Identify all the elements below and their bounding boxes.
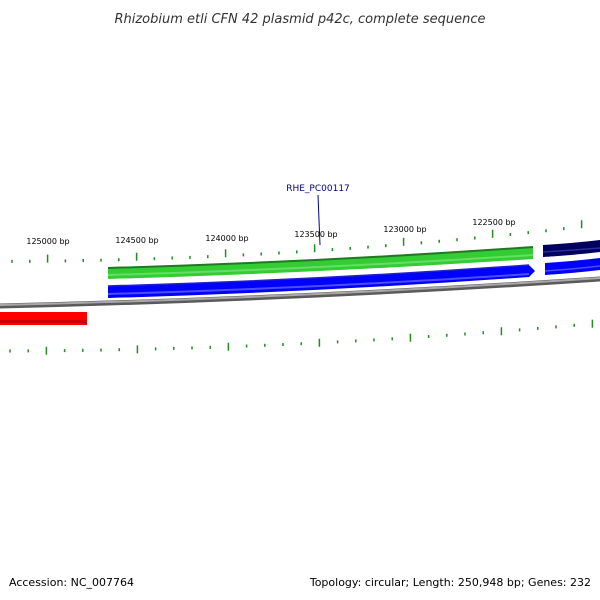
outer-tick-row xyxy=(11,220,583,263)
backbone-line xyxy=(0,277,600,306)
map-title: Rhizobium etli CFN 42 plasmid p42c, comp… xyxy=(114,12,485,27)
reverse-gene-blue[interactable] xyxy=(107,264,535,298)
forward-gene-navy[interactable] xyxy=(542,240,600,257)
ruler-label: 123500 bp xyxy=(294,230,337,239)
ruler-label: 125000 bp xyxy=(26,237,69,246)
ruler-label: 122500 bp xyxy=(472,218,515,227)
forward-gene-green[interactable] xyxy=(107,246,534,279)
gene-label[interactable]: RHE_PC00117 xyxy=(286,184,350,194)
inner-tick-row xyxy=(9,319,594,355)
ruler-label: 124500 bp xyxy=(115,236,158,245)
accession-text: Accession: NC_007764 xyxy=(9,576,134,589)
ruler-label: 123000 bp xyxy=(383,225,426,234)
ruler-label: 124000 bp xyxy=(205,234,248,243)
ruler-labels: 125000 bp 124500 bp 124000 bp 123500 bp … xyxy=(26,218,515,246)
topology-summary-text: Topology: circular; Length: 250,948 bp; … xyxy=(309,576,591,589)
reverse-gene-blue-right[interactable] xyxy=(544,258,600,275)
gene-label-leader-line xyxy=(317,194,321,246)
red-gene[interactable] xyxy=(0,312,87,325)
